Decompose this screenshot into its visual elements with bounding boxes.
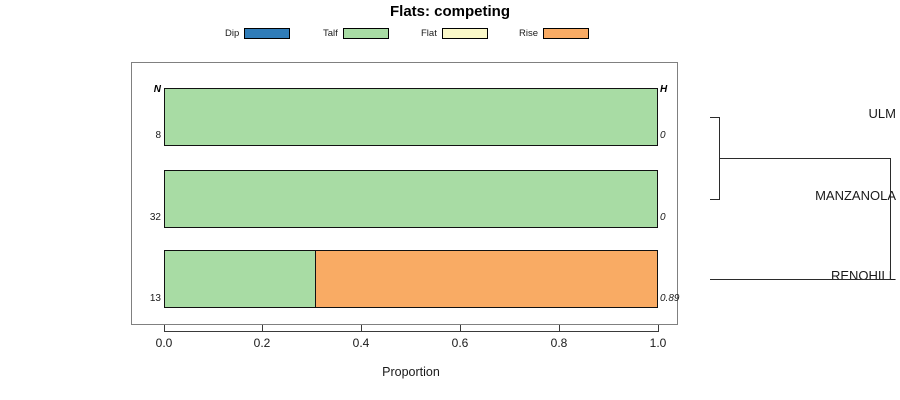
dendrogram [678,62,900,325]
n-value-manzanola: 32 [149,212,161,223]
dendro-leaf-renohill [710,279,891,281]
n-value-renohill: 13 [149,293,161,304]
column-header-h: H [660,84,668,95]
x-tick-label: 0.8 [550,336,568,350]
taxon-label-ulm: ULM [868,106,896,121]
column-header-n: N [153,84,161,95]
legend-item-flat[interactable]: Flat [421,25,488,41]
h-value-manzanola: 0 [660,212,666,223]
legend-label-dip: Dip [225,27,240,39]
legend-label-flat: Flat [421,27,437,39]
chart-title: Flats: competing [389,3,510,20]
x-tick-label: 0.4 [352,336,370,350]
bar-segment-talf[interactable] [164,250,317,308]
legend-swatch-dip [244,27,291,39]
x-tick [658,325,659,332]
dendro-merge-vertical-2 [890,158,892,280]
legend-item-dip[interactable]: Dip [225,25,291,41]
n-value-ulm: 8 [155,130,161,141]
bar-segment-talf[interactable] [164,170,658,228]
legend-swatch-talf [342,27,389,39]
bar-segment-talf[interactable] [164,88,658,146]
legend-label-rise: Rise [519,27,539,39]
bar-segment-rise[interactable] [315,250,658,308]
h-value-ulm: 0 [660,130,666,141]
dendro-merge-stem-1 [719,158,891,160]
legend-label-talf: Talf [323,27,338,39]
bar-row-ulm[interactable] [164,88,658,146]
x-axis-title: Proportion [382,365,440,379]
x-tick [460,325,461,332]
x-tick [559,325,560,332]
x-tick [262,325,263,332]
dendro-leaf-manzanola [710,199,720,201]
dendro-leaf-ulm [710,117,720,119]
h-value-renohill: 0.89 [660,293,680,304]
legend-item-rise[interactable]: Rise [519,25,590,41]
x-tick [164,325,165,332]
taxon-label-manzanola: MANZANOLA [815,188,896,203]
x-tick-label: 0.6 [451,336,469,350]
legend-swatch-flat [441,27,488,39]
bar-row-manzanola[interactable] [164,170,658,228]
x-tick [361,325,362,332]
x-tick-label: 0.2 [253,336,271,350]
legend-swatch-rise [543,27,590,39]
legend: Dip Talf Flat Rise [225,25,590,41]
legend-item-talf[interactable]: Talf [323,25,389,41]
bar-row-renohill[interactable] [164,250,658,308]
x-tick-label: 1.0 [649,336,667,350]
x-axis-line [164,331,658,332]
x-tick-label: 0.0 [155,336,173,350]
